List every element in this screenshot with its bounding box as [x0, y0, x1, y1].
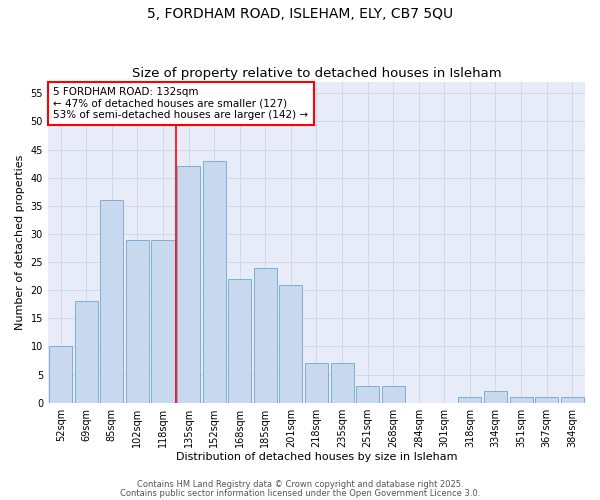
Bar	[458, 397, 481, 402]
Bar	[177, 166, 200, 402]
Bar	[49, 346, 72, 403]
X-axis label: Distribution of detached houses by size in Isleham: Distribution of detached houses by size …	[176, 452, 457, 462]
Text: 5, FORDHAM ROAD, ISLEHAM, ELY, CB7 5QU: 5, FORDHAM ROAD, ISLEHAM, ELY, CB7 5QU	[147, 8, 453, 22]
Bar	[228, 279, 251, 402]
Text: 5 FORDHAM ROAD: 132sqm
← 47% of detached houses are smaller (127)
53% of semi-de: 5 FORDHAM ROAD: 132sqm ← 47% of detached…	[53, 87, 308, 120]
Bar	[382, 386, 404, 402]
Bar	[100, 200, 124, 402]
Bar	[151, 240, 175, 402]
Bar	[561, 397, 584, 402]
Bar	[535, 397, 558, 402]
Bar	[280, 284, 302, 403]
Bar	[509, 397, 533, 402]
Bar	[75, 302, 98, 402]
Text: Contains HM Land Registry data © Crown copyright and database right 2025.: Contains HM Land Registry data © Crown c…	[137, 480, 463, 489]
Y-axis label: Number of detached properties: Number of detached properties	[15, 154, 25, 330]
Bar	[126, 240, 149, 402]
Bar	[331, 364, 353, 403]
Bar	[356, 386, 379, 402]
Bar	[254, 268, 277, 402]
Bar	[484, 392, 507, 402]
Text: Contains public sector information licensed under the Open Government Licence 3.: Contains public sector information licen…	[120, 488, 480, 498]
Bar	[203, 161, 226, 402]
Title: Size of property relative to detached houses in Isleham: Size of property relative to detached ho…	[131, 66, 501, 80]
Bar	[305, 364, 328, 403]
